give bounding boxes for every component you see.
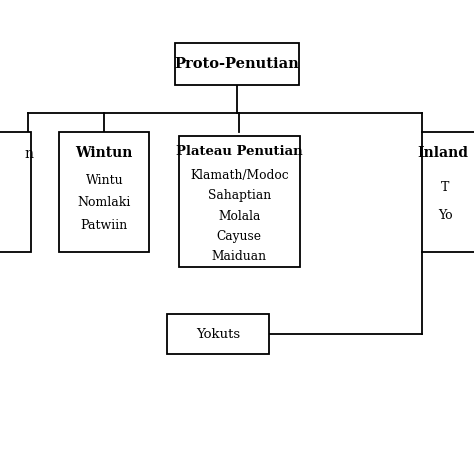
Text: Plateau Penutian: Plateau Penutian <box>176 145 303 158</box>
Text: Wintun: Wintun <box>75 146 133 160</box>
Text: n: n <box>24 147 33 161</box>
Text: Wintu: Wintu <box>85 173 123 187</box>
Text: Yo: Yo <box>438 209 453 222</box>
Bar <box>179 137 300 267</box>
Text: Nomlaki: Nomlaki <box>78 196 131 210</box>
Text: Maiduan: Maiduan <box>212 250 267 264</box>
Text: Molala: Molala <box>218 210 261 223</box>
Text: Yokuts: Yokuts <box>196 328 240 341</box>
Text: T: T <box>441 181 450 194</box>
Bar <box>59 132 149 252</box>
Bar <box>0 132 31 252</box>
Text: Patwiin: Patwiin <box>81 219 128 232</box>
Text: Cayuse: Cayuse <box>217 230 262 243</box>
Bar <box>422 132 474 252</box>
Bar <box>175 43 299 85</box>
Text: Klamath/Modoc: Klamath/Modoc <box>190 169 289 182</box>
Text: Inland: Inland <box>418 146 469 160</box>
Bar <box>167 314 269 355</box>
Text: Sahaptian: Sahaptian <box>208 189 271 202</box>
Text: Proto-Penutian: Proto-Penutian <box>174 57 300 71</box>
